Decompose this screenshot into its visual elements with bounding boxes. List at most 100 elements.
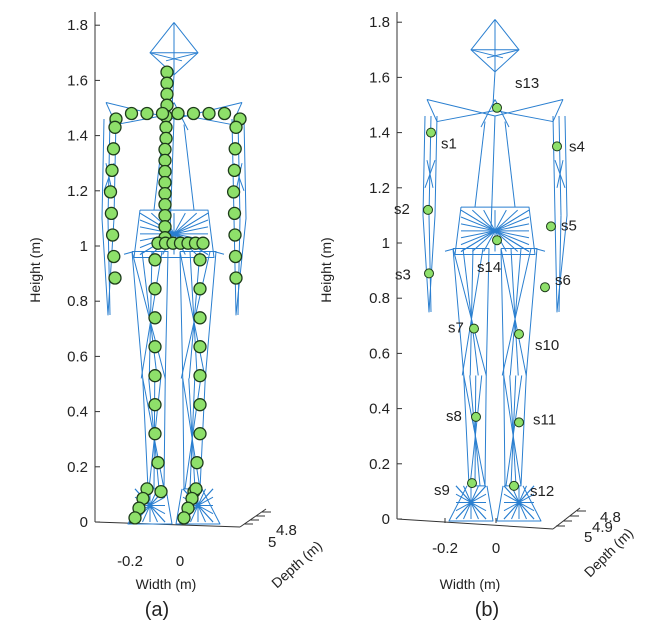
panel-b-ytick-label: 1.6 [369,69,390,86]
panel-b-arm-right [556,160,564,188]
panel-b-sensor-label-s4: s4 [569,138,585,155]
panel-a-marker [148,311,162,325]
panel-a-pelvis [139,212,209,255]
panel-b-pelvis [460,209,530,252]
panel-b-sensor-label-s5: s5 [561,217,577,234]
panel-a-marker [108,271,122,285]
panel-b-foot-left [448,485,494,522]
panel-a-marker [228,249,243,264]
panel-b-leg-left [461,248,484,376]
panel-a-marker [105,228,120,242]
panel-b-leg-right [505,375,523,486]
panel-a-ytick-label: 1.4 [67,128,88,145]
panel-b-leg-left [469,248,474,376]
panel-a-marker [158,142,172,157]
panel-a-marker [155,106,170,121]
panel-b-sensor-s6 [540,282,550,293]
panel-b-leg-right [510,248,519,376]
panel-a-marker [148,398,162,412]
panel-a-marker [148,427,162,441]
panel-a-depth-ticks: 54.8 [244,511,297,551]
panel-b-sensor-label-s11: s11 [533,411,556,428]
panel-a-marker [229,271,243,285]
panel-a-marker [177,511,191,525]
panel-b-sensor-label-s3: s3 [395,266,411,283]
panel-b-caption: (b) [475,599,499,621]
panel-b-ytick-label: 1.2 [369,180,390,197]
panel-a-marker [148,253,162,267]
panel-b-leg-left [452,248,487,376]
panel-a-spine [183,124,195,211]
panel-b-ytick-label: 0.2 [369,456,390,473]
panel-a-marker [193,427,207,441]
panel-a-skeleton-mesh [101,22,247,525]
panel-a-xlabel: Width (m) [136,576,197,592]
panel-b-ytick-label: 0.4 [369,401,390,418]
panel-a-ytick-label: 1.6 [67,72,88,89]
panel-a-xtick-label: -0.2 [117,553,143,570]
panel-b-sensor-s10 [514,329,524,340]
panel-b-sensors: s1 s2 s3 s4 s5 s6 s7 s8 s9 s10 s11 s12 s13 s14 [394,75,585,500]
panel-a-ylabel: Height (m) [27,237,43,302]
panel-a-marker [104,206,119,221]
panel-a-ztick-label: 4.8 [276,522,297,539]
panel-b-pelvis [454,206,536,256]
panel-a-marker [228,228,242,242]
panel-a-marker [229,120,243,134]
panel-a-marker [160,76,174,90]
panel-a-leg-right [179,251,206,379]
panel-a-ytick-label: 1.8 [67,17,88,34]
panel-a-leg-right [189,251,198,379]
panel-b-depth-ticks: 54.94.8 [556,509,621,546]
panel-b-sensor-label-s2: s2 [394,201,410,218]
panel-b-ylabel: Height (m) [318,237,334,302]
panel-b-leg-right [500,248,527,376]
panel-b-sensor-s13 [492,102,502,113]
panel-a-marker [107,249,121,264]
panel-b-arm-left [424,160,436,188]
panel-a-marker [159,120,173,134]
panel-b-head [470,49,504,59]
panel-a-marker [158,186,172,201]
panel-a-width-ticks: -0.2 0 [117,519,184,570]
panel-a-marker [158,208,172,223]
panel-b-sensor-label-s10: s10 [535,337,559,354]
panel-b-sensor-label-s6: s6 [555,272,571,289]
panel-a-marker [158,153,172,168]
panel-a-ztick-label: 5 [268,534,276,551]
panel-a-ytick-label: 0.6 [67,348,88,365]
panel-b-spine [504,121,516,208]
panel-a-marker [148,340,162,354]
panel-a-ytick-label: 0.4 [67,404,88,421]
panel-a-marker [159,131,173,146]
panel-b-ytick-label: 0 [382,511,390,528]
panel-a-head [149,52,183,62]
panel-a-marker [193,282,207,296]
panel-b-sensor-s11 [514,417,524,428]
panel-b-neck [480,99,496,128]
panel-a-marker [151,456,165,470]
panel-a-marker [160,65,174,79]
panel-a: 0 0.2 0.4 0.6 0.8 1 1.2 1.4 1.6 1.8 -0.2 0 54.8 He… [27,12,325,621]
panel-b-sensor-label-s13: s13 [515,75,539,92]
panel-b-leg-right [509,248,522,376]
panel-b-skeleton-mesh [422,19,568,522]
panel-b-sensor-s8 [471,411,481,422]
panel-a-marker [227,163,242,178]
panel-a-marker [196,236,210,250]
panel-b-leg-right [500,248,538,487]
panel-a-marker [128,511,142,525]
panel-a-marker [202,106,216,121]
panel-a-marker [148,369,162,383]
panel-a-marker [193,369,207,383]
panel-a-marker [190,456,204,470]
panel-a-markers [103,65,247,525]
panel-b-width-axis [396,518,554,530]
panel-b-arm-left [428,215,432,313]
panel-a-height-ticks: 0 0.2 0.4 0.6 0.8 1 1.2 1.4 1.6 1.8 [67,17,100,531]
panel-a-arm-left [101,119,117,316]
panel-a-marker [171,106,185,121]
panel-a-marker [158,197,172,212]
panel-b-leg-left [462,248,479,376]
